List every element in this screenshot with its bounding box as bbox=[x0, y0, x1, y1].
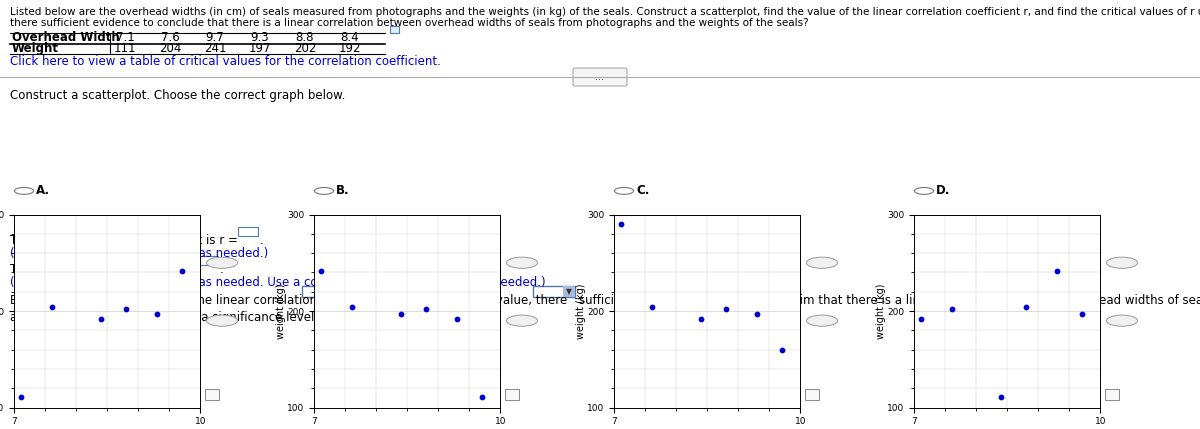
Text: and the weights of the seals for a significance level of α = 0.01.: and the weights of the seals for a signi… bbox=[10, 311, 388, 324]
Point bbox=[1048, 268, 1067, 275]
FancyBboxPatch shape bbox=[302, 286, 344, 297]
Point bbox=[342, 304, 361, 311]
FancyBboxPatch shape bbox=[205, 389, 220, 399]
Text: Construct a scatterplot. Choose the correct graph below.: Construct a scatterplot. Choose the corr… bbox=[10, 89, 346, 102]
Text: 204: 204 bbox=[158, 42, 181, 55]
Text: C.: C. bbox=[636, 184, 649, 197]
Point bbox=[991, 393, 1010, 400]
Point bbox=[748, 311, 767, 317]
Point bbox=[148, 311, 167, 317]
Text: B.: B. bbox=[336, 184, 349, 197]
Point bbox=[1073, 311, 1092, 317]
Point bbox=[773, 346, 792, 353]
Text: 111: 111 bbox=[114, 42, 137, 55]
Text: than the positive critical value, there: than the positive critical value, there bbox=[348, 294, 568, 307]
Y-axis label: weight (kg): weight (kg) bbox=[876, 283, 886, 339]
Point bbox=[391, 311, 410, 317]
Y-axis label: weight (kg): weight (kg) bbox=[576, 283, 586, 339]
Point bbox=[611, 221, 630, 227]
FancyBboxPatch shape bbox=[198, 256, 218, 265]
Text: sufficient evidence to support the claim that there is a linear correlation betw: sufficient evidence to support the claim… bbox=[580, 294, 1200, 307]
Text: Because the absolute value of the linear correlation coefficient is: Because the absolute value of the linear… bbox=[10, 294, 396, 307]
Text: 9.7: 9.7 bbox=[205, 31, 224, 44]
Text: Click here to view a table of critical values for the correlation coefficient.: Click here to view a table of critical v… bbox=[10, 55, 440, 68]
Point bbox=[1016, 304, 1036, 311]
Text: 241: 241 bbox=[204, 42, 227, 55]
Point bbox=[911, 315, 930, 322]
Text: ...: ... bbox=[595, 72, 605, 82]
Point bbox=[116, 305, 136, 312]
Text: Overhead Width: Overhead Width bbox=[12, 31, 120, 44]
Text: 202: 202 bbox=[294, 42, 316, 55]
Text: Listed below are the overhead widths (in cm) of seals measured from photographs : Listed below are the overhead widths (in… bbox=[10, 7, 1200, 17]
Point bbox=[91, 315, 110, 322]
Point bbox=[42, 304, 61, 311]
Point bbox=[311, 268, 330, 275]
FancyBboxPatch shape bbox=[332, 286, 344, 297]
FancyBboxPatch shape bbox=[1105, 389, 1120, 399]
Point bbox=[448, 315, 467, 322]
FancyBboxPatch shape bbox=[533, 286, 575, 297]
FancyBboxPatch shape bbox=[390, 26, 398, 33]
Text: 8.4: 8.4 bbox=[341, 31, 359, 44]
Text: The linear correlation coefficient is r =: The linear correlation coefficient is r … bbox=[10, 234, 241, 247]
Text: 7.1: 7.1 bbox=[115, 31, 134, 44]
Text: D.: D. bbox=[936, 184, 950, 197]
FancyBboxPatch shape bbox=[238, 227, 258, 236]
Text: (Round to three decimal places as needed. Use a comma to separate answers as nee: (Round to three decimal places as needed… bbox=[10, 276, 546, 289]
Point bbox=[642, 304, 661, 311]
FancyBboxPatch shape bbox=[505, 389, 520, 399]
FancyBboxPatch shape bbox=[805, 389, 820, 399]
Y-axis label: weight (kg): weight (kg) bbox=[276, 283, 286, 339]
Text: 7.6: 7.6 bbox=[161, 31, 179, 44]
FancyBboxPatch shape bbox=[574, 68, 628, 86]
Text: 192: 192 bbox=[338, 42, 361, 55]
Text: 9.3: 9.3 bbox=[251, 31, 269, 44]
Point bbox=[11, 393, 30, 400]
Text: ▼: ▼ bbox=[335, 287, 341, 296]
Point bbox=[691, 315, 710, 322]
Point bbox=[716, 305, 736, 312]
Text: 8.8: 8.8 bbox=[295, 31, 314, 44]
Point bbox=[942, 305, 961, 312]
Text: .: . bbox=[260, 234, 264, 247]
FancyBboxPatch shape bbox=[563, 286, 575, 297]
Text: .: . bbox=[220, 263, 223, 276]
Text: ▼: ▼ bbox=[566, 287, 572, 296]
Text: The critical values are r =: The critical values are r = bbox=[10, 263, 167, 276]
Point bbox=[173, 268, 192, 275]
Text: there sufficient evidence to conclude that there is a linear correlation between: there sufficient evidence to conclude th… bbox=[10, 18, 809, 28]
Point bbox=[416, 305, 436, 312]
Text: (Round to three decimal places as needed.): (Round to three decimal places as needed… bbox=[10, 247, 269, 260]
Text: A.: A. bbox=[36, 184, 50, 197]
Text: Weight: Weight bbox=[12, 42, 59, 55]
Text: 197: 197 bbox=[248, 42, 271, 55]
Point bbox=[473, 393, 492, 400]
